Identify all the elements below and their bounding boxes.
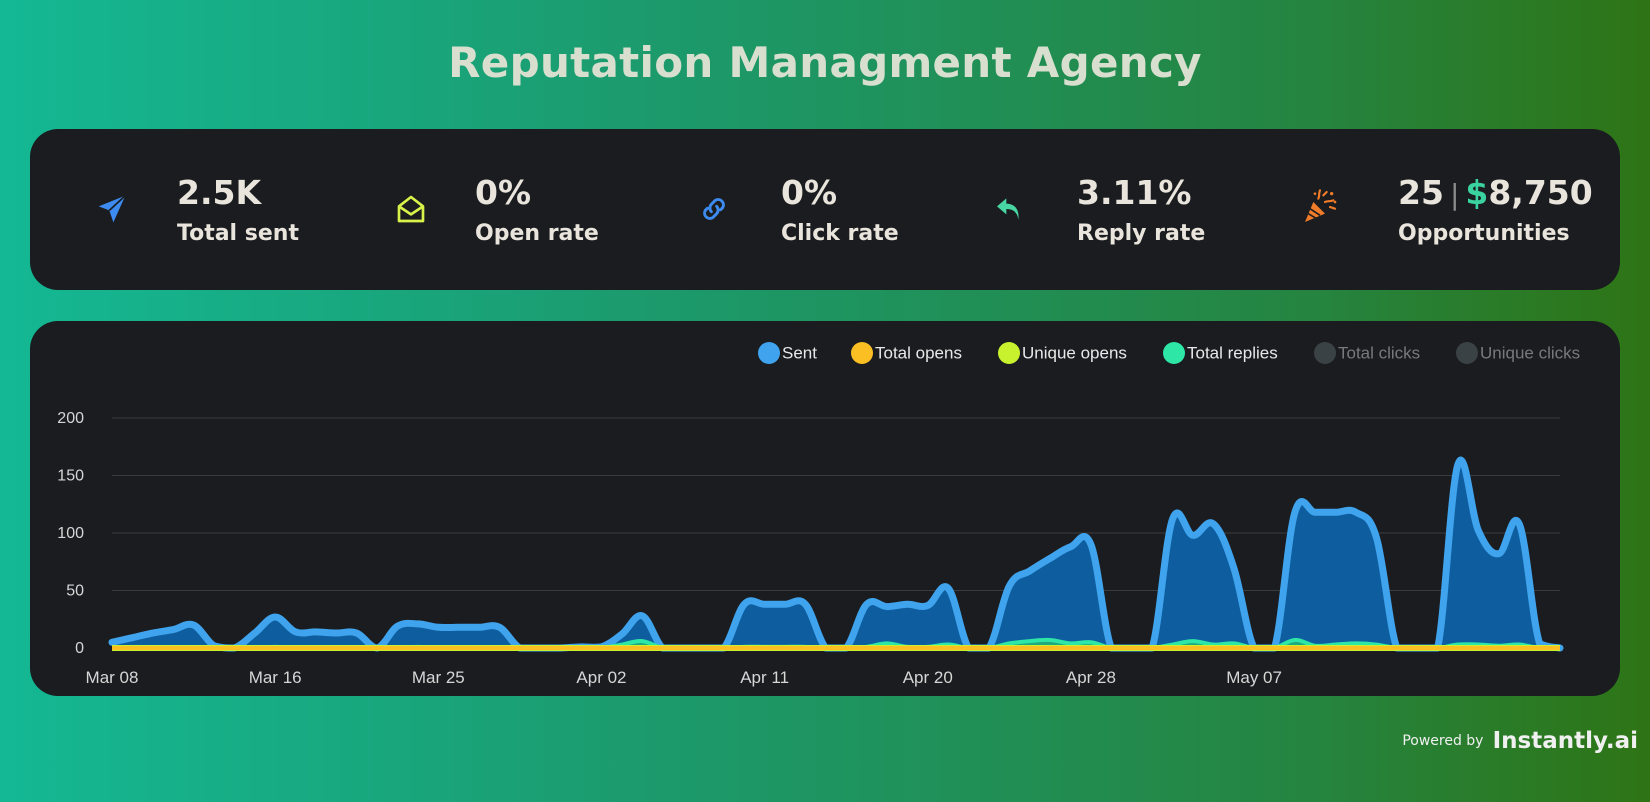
powered-by-text: Powered by: [1402, 733, 1484, 749]
legend-label: Total opens: [875, 343, 962, 363]
x-tick-label: Mar 08: [86, 668, 139, 687]
activity-area-chart: 0 50 100 150 200 Mar 08 Mar 16 Mar 25 Apr 02 Apr …: [57, 410, 1564, 687]
open-rate-label: Open rate: [475, 221, 599, 246]
reply-arrow-icon: [997, 198, 1019, 220]
legend-dot: [1163, 342, 1185, 364]
legend-dot: [851, 342, 873, 364]
paper-plane-icon: [98, 195, 126, 223]
x-tick-label: Apr 20: [903, 668, 953, 687]
opportunities-count: 25: [1398, 173, 1444, 212]
legend-total-opens[interactable]: Total opens: [851, 342, 962, 367]
y-tick-label: 0: [75, 640, 84, 657]
reply-rate-label: Reply rate: [1077, 221, 1206, 246]
x-tick-label: Mar 16: [249, 668, 302, 687]
legend-dot: [998, 342, 1020, 364]
legend-label: Total clicks: [1338, 343, 1421, 363]
y-tick-label: 150: [57, 468, 84, 485]
legend-dot: [758, 342, 780, 364]
legend-total-clicks[interactable]: Total clicks: [1314, 342, 1421, 367]
y-tick-label: 100: [57, 525, 84, 542]
opportunities-separator: |: [1449, 178, 1460, 211]
total-sent-value: 2.5K: [177, 173, 262, 212]
legend-label: Unique opens: [1022, 343, 1127, 363]
legend-label: Unique clicks: [1480, 343, 1581, 363]
chart-card: Sent Total opens Unique opens Total repl…: [30, 321, 1620, 696]
legend-dot: [1314, 342, 1336, 364]
footer: Powered by Instantly.ai: [1402, 728, 1638, 754]
link-icon: [703, 198, 725, 220]
click-rate-value: 0%: [781, 173, 838, 212]
x-tick-label: Apr 28: [1066, 668, 1116, 687]
legend-unique-clicks[interactable]: Unique clicks: [1456, 342, 1581, 367]
y-tick-label: 200: [57, 410, 84, 427]
x-tick-label: May 07: [1226, 668, 1282, 687]
legend-label: Total replies: [1187, 343, 1278, 363]
click-rate-label: Click rate: [781, 221, 899, 246]
reply-rate-value: 3.11%: [1077, 173, 1192, 212]
x-tick-label: Mar 25: [412, 668, 465, 687]
x-tick-label: Apr 11: [740, 668, 789, 687]
total-sent-label: Total sent: [177, 221, 299, 246]
legend-total-replies[interactable]: Total replies: [1163, 342, 1278, 367]
opportunities-label: Opportunities: [1398, 221, 1570, 246]
legend-dot: [1456, 342, 1478, 364]
opportunities-value: 25 | $8,750: [1398, 173, 1593, 212]
opportunities-amount: 8,750: [1488, 173, 1593, 212]
legend-sent[interactable]: Sent: [758, 342, 817, 367]
x-tick-label: Apr 02: [576, 668, 626, 687]
y-tick-label: 50: [66, 583, 84, 600]
envelope-open-icon: [397, 195, 425, 223]
page-title: Reputation Managment Agency: [448, 38, 1202, 87]
legend-unique-opens[interactable]: Unique opens: [998, 342, 1127, 367]
stats-card: 2.5K Total sent 0% Open rate 0% Click ra…: [30, 129, 1620, 290]
currency-symbol: $: [1465, 173, 1489, 212]
brand-logo[interactable]: Instantly.ai: [1492, 728, 1638, 754]
party-popper-icon: [1305, 189, 1337, 222]
sent-line: [108, 456, 1564, 652]
open-rate-value: 0%: [475, 173, 532, 212]
sent-area: [112, 460, 1560, 648]
legend-label: Sent: [782, 343, 817, 363]
